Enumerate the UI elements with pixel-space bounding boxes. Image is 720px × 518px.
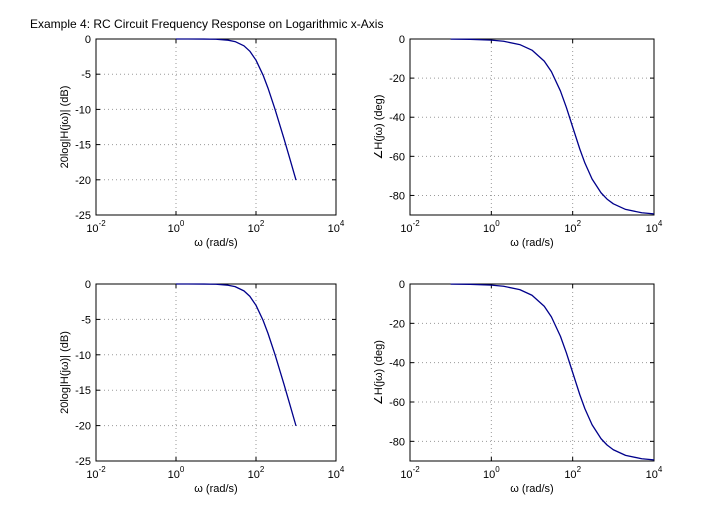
x-tick-base: 10 bbox=[564, 469, 576, 481]
x-tick-label: 102 bbox=[248, 219, 265, 235]
axes-frame bbox=[409, 38, 655, 216]
x-tick-label: 100 bbox=[483, 219, 500, 235]
y-tick-label: -10 bbox=[75, 350, 91, 362]
x-tick-exponent: -2 bbox=[99, 219, 107, 228]
y-tick-label: -15 bbox=[75, 140, 91, 152]
x-tick-exponent: -2 bbox=[413, 219, 421, 228]
x-tick-label: 10-2 bbox=[400, 465, 420, 481]
x-tick-exponent: 0 bbox=[495, 465, 500, 474]
x-tick-label: 102 bbox=[248, 465, 265, 481]
x-tick-base: 10 bbox=[248, 469, 260, 481]
x-tick-exponent: 4 bbox=[658, 465, 663, 474]
x-tick-exponent: 4 bbox=[340, 465, 345, 474]
x-tick-label: 10-2 bbox=[86, 465, 106, 481]
x-tick-base: 10 bbox=[483, 223, 495, 235]
x-tick-label: 100 bbox=[168, 219, 185, 235]
y-tick-label: -25 bbox=[75, 456, 91, 468]
x-tick-exponent: 0 bbox=[180, 219, 185, 228]
x-tick-base: 10 bbox=[400, 469, 412, 481]
x-tick-label: 104 bbox=[328, 465, 345, 481]
x-tick-base: 10 bbox=[168, 223, 180, 235]
plot-area bbox=[410, 39, 654, 215]
y-axis-label: 20log|H(jω)| (dB) bbox=[59, 331, 71, 414]
x-tick-exponent: 0 bbox=[180, 465, 185, 474]
x-tick-label: 102 bbox=[564, 219, 581, 235]
x-tick-exponent: 2 bbox=[260, 219, 265, 228]
plot-area bbox=[96, 39, 336, 215]
series-line bbox=[450, 283, 655, 461]
x-tick-base: 10 bbox=[400, 223, 412, 235]
x-tick-base: 10 bbox=[483, 469, 495, 481]
y-tick-label: -80 bbox=[389, 436, 405, 448]
y-tick-label: -20 bbox=[75, 421, 91, 433]
x-axis-label: ω (rad/s) bbox=[194, 237, 237, 249]
x-tick-base: 10 bbox=[328, 223, 340, 235]
y-tick-label: 0 bbox=[85, 279, 91, 291]
y-tick-label: -20 bbox=[75, 175, 91, 187]
x-tick-exponent: -2 bbox=[99, 465, 107, 474]
y-tick-label: -20 bbox=[389, 318, 405, 330]
x-tick-exponent: 2 bbox=[577, 465, 582, 474]
y-axis-label: 20log|H(jω)| (dB) bbox=[59, 86, 71, 169]
y-tick-label: -5 bbox=[81, 69, 91, 81]
y-axis-label: ∠H(jω) (deg) bbox=[373, 340, 385, 405]
x-tick-exponent: 0 bbox=[495, 219, 500, 228]
series-line bbox=[176, 38, 297, 181]
x-tick-base: 10 bbox=[564, 223, 576, 235]
x-tick-label: 10-2 bbox=[400, 219, 420, 235]
figure-title: Example 4: RC Circuit Frequency Response… bbox=[30, 17, 383, 31]
x-tick-base: 10 bbox=[646, 469, 658, 481]
plot-area bbox=[96, 284, 336, 461]
x-axis-label: ω (rad/s) bbox=[510, 237, 553, 249]
x-tick-exponent: 4 bbox=[340, 219, 345, 228]
x-tick-base: 10 bbox=[86, 469, 98, 481]
x-tick-label: 100 bbox=[483, 465, 500, 481]
x-tick-exponent: 2 bbox=[577, 219, 582, 228]
x-tick-base: 10 bbox=[86, 223, 98, 235]
y-tick-label: -15 bbox=[75, 385, 91, 397]
x-tick-label: 104 bbox=[328, 219, 345, 235]
y-tick-label: -80 bbox=[389, 190, 405, 202]
y-tick-label: -60 bbox=[389, 397, 405, 409]
x-tick-label: 104 bbox=[646, 219, 663, 235]
x-tick-label: 104 bbox=[646, 465, 663, 481]
plot-area bbox=[410, 284, 654, 461]
x-tick-exponent: 2 bbox=[260, 465, 265, 474]
x-axis-label: ω (rad/s) bbox=[510, 483, 553, 495]
y-tick-label: -25 bbox=[75, 210, 91, 222]
y-tick-label: -40 bbox=[389, 358, 405, 370]
x-tick-exponent: -2 bbox=[413, 465, 421, 474]
x-tick-label: 100 bbox=[168, 465, 185, 481]
x-tick-base: 10 bbox=[248, 223, 260, 235]
series-line bbox=[450, 38, 655, 215]
y-tick-label: -40 bbox=[389, 112, 405, 124]
x-tick-label: 102 bbox=[564, 465, 581, 481]
x-tick-exponent: 4 bbox=[658, 219, 663, 228]
series-line bbox=[176, 283, 297, 427]
x-tick-base: 10 bbox=[646, 223, 658, 235]
y-tick-label: -60 bbox=[389, 151, 405, 163]
y-tick-label: -10 bbox=[75, 104, 91, 116]
x-tick-label: 10-2 bbox=[86, 219, 106, 235]
y-tick-label: -20 bbox=[389, 73, 405, 85]
axes-frame bbox=[409, 283, 655, 462]
x-tick-base: 10 bbox=[328, 469, 340, 481]
y-tick-label: 0 bbox=[399, 34, 405, 46]
y-tick-label: -5 bbox=[81, 314, 91, 326]
y-tick-label: 0 bbox=[399, 279, 405, 291]
x-axis-label: ω (rad/s) bbox=[194, 483, 237, 495]
y-axis-label: ∠H(jω) (deg) bbox=[373, 95, 385, 160]
x-tick-base: 10 bbox=[168, 469, 180, 481]
y-tick-label: 0 bbox=[85, 34, 91, 46]
